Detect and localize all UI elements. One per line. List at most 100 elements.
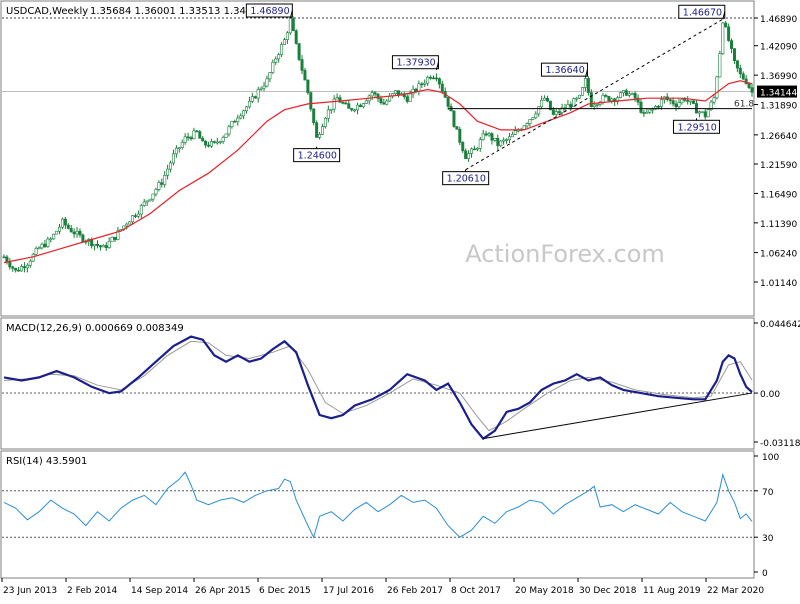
candle-body bbox=[619, 92, 623, 99]
candle-body bbox=[344, 102, 348, 105]
candle-body bbox=[300, 59, 304, 71]
candle-body bbox=[490, 133, 494, 141]
candle-body bbox=[464, 150, 468, 159]
candle-body bbox=[288, 18, 292, 34]
swing-label: 1.46670 bbox=[683, 7, 722, 18]
candle-body bbox=[715, 76, 719, 99]
candle-body bbox=[554, 111, 558, 115]
candle-body bbox=[624, 90, 628, 96]
candle-body bbox=[20, 266, 24, 272]
candle-body bbox=[66, 224, 70, 229]
candle-body bbox=[388, 95, 392, 102]
candle-body bbox=[31, 253, 35, 262]
candle-body bbox=[113, 236, 117, 240]
symbol-label: USDCAD,Weekly bbox=[6, 6, 88, 17]
time-tick-label: 20 May 2018 bbox=[515, 586, 574, 596]
candle-body bbox=[104, 245, 108, 248]
candle-body bbox=[212, 141, 216, 143]
candle-body bbox=[186, 136, 190, 139]
candle-body bbox=[432, 77, 436, 80]
candle-body bbox=[361, 103, 365, 108]
candle-body bbox=[642, 112, 646, 114]
candle-body bbox=[116, 230, 120, 240]
macd-tick-label: 0.00 bbox=[760, 390, 780, 400]
candle-body bbox=[204, 140, 208, 146]
candle-body bbox=[312, 108, 316, 123]
candle-body bbox=[236, 117, 240, 123]
candle-body bbox=[160, 182, 164, 185]
ma-line bbox=[3, 80, 753, 264]
candle-body bbox=[28, 260, 32, 266]
candle-body bbox=[22, 266, 26, 269]
time-tick-label: 26 Apr 2015 bbox=[195, 586, 251, 596]
candle-body bbox=[69, 228, 73, 233]
candle-body bbox=[151, 193, 155, 200]
candle-body bbox=[496, 138, 500, 146]
candle-body bbox=[350, 108, 354, 111]
candle-body bbox=[522, 125, 526, 130]
candle-body bbox=[326, 109, 330, 119]
price-tick-label: 1.42090 bbox=[760, 43, 797, 53]
candle-body bbox=[440, 83, 444, 92]
candle-body bbox=[429, 77, 433, 79]
candle-body bbox=[171, 153, 175, 164]
candle-body bbox=[268, 72, 272, 80]
candle-body bbox=[385, 100, 389, 105]
candle-body bbox=[265, 78, 269, 87]
time-tick-label: 22 Mar 2020 bbox=[707, 586, 764, 596]
price-tick-label: 1.21590 bbox=[760, 161, 797, 171]
candle-body bbox=[583, 78, 587, 88]
candle-body bbox=[525, 123, 529, 127]
candle-body bbox=[209, 141, 213, 147]
candle-body bbox=[25, 264, 29, 269]
candle-body bbox=[540, 99, 544, 108]
macd-signal-line bbox=[3, 340, 753, 432]
candle-body bbox=[320, 126, 324, 135]
rsi-tick-label: 100 bbox=[762, 453, 779, 463]
candle-body bbox=[534, 113, 538, 119]
candle-body bbox=[437, 78, 441, 85]
candle-body bbox=[692, 100, 696, 104]
candle-body bbox=[750, 87, 754, 93]
candle-body bbox=[157, 182, 161, 190]
candle-body bbox=[78, 230, 82, 236]
candle-body bbox=[712, 97, 716, 103]
candle-body bbox=[250, 96, 254, 102]
candle-body bbox=[718, 53, 722, 78]
candle-body bbox=[528, 119, 532, 124]
price-trendlines bbox=[448, 18, 752, 171]
candle-body bbox=[247, 100, 251, 108]
swing-label-connector bbox=[289, 10, 293, 19]
candle-body bbox=[215, 141, 219, 144]
macd-panel-frame bbox=[0, 317, 755, 450]
candle-body bbox=[239, 115, 243, 119]
candle-body bbox=[49, 238, 53, 241]
candle-body bbox=[697, 111, 701, 114]
candle-body bbox=[37, 247, 41, 250]
candle-body bbox=[420, 83, 424, 86]
candle-body bbox=[154, 189, 158, 195]
swing-label: 1.36640 bbox=[545, 65, 584, 76]
macd-trendline bbox=[483, 392, 753, 440]
candle-body bbox=[417, 83, 421, 92]
candle-body bbox=[706, 109, 710, 118]
candle-body bbox=[507, 136, 511, 140]
candle-body bbox=[373, 92, 377, 95]
candle-body bbox=[481, 133, 485, 140]
candle-body bbox=[581, 87, 585, 96]
candle-body bbox=[738, 67, 742, 75]
candle-body bbox=[730, 40, 734, 49]
candle-body bbox=[291, 18, 295, 32]
candle-body bbox=[376, 93, 380, 99]
macd-main-line bbox=[3, 335, 753, 441]
candle-body bbox=[721, 22, 725, 54]
time-tick-label: 11 Aug 2019 bbox=[643, 586, 701, 596]
candle-body bbox=[610, 98, 614, 102]
candle-body bbox=[309, 92, 313, 110]
candle-body bbox=[34, 248, 38, 255]
candle-body bbox=[589, 92, 593, 108]
candle-body bbox=[645, 112, 649, 114]
rsi-tick-label: 30 bbox=[762, 534, 774, 544]
candle-body bbox=[680, 98, 684, 103]
candle-body bbox=[668, 99, 672, 101]
